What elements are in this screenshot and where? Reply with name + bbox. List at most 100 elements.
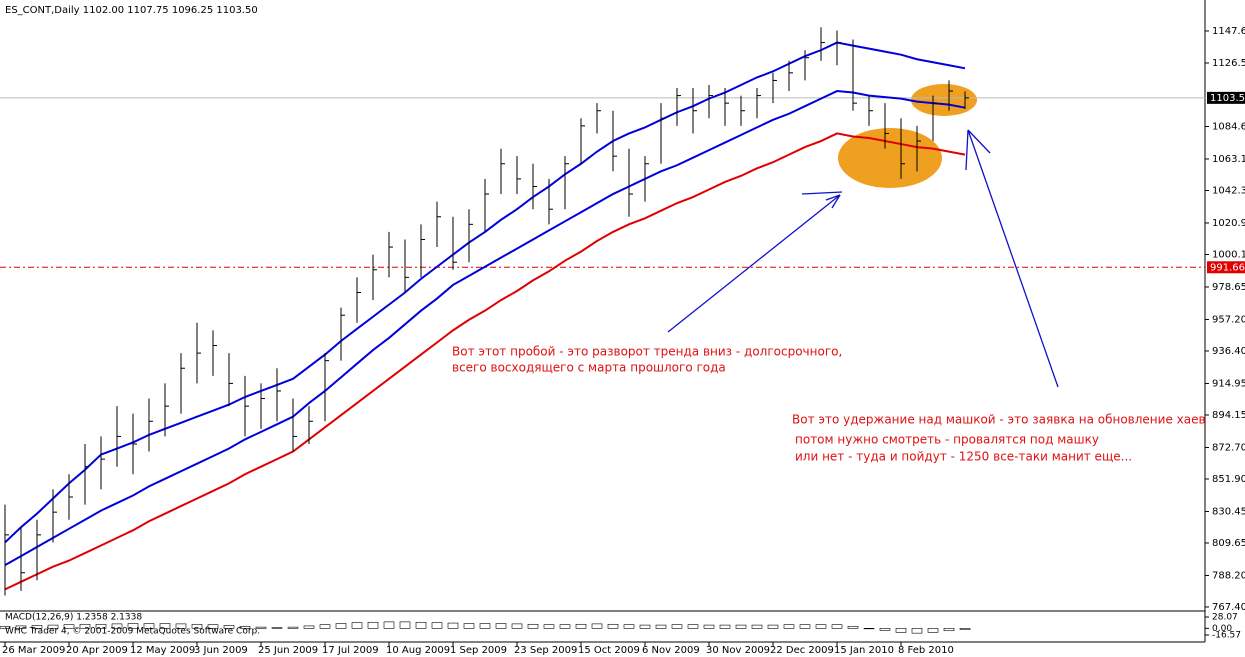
annotation: всего восходящего с марта прошлого года xyxy=(452,361,726,375)
macd-bar xyxy=(767,624,779,629)
macd-bar xyxy=(239,626,251,629)
macd-label: MACD(12,26,9) 1.2358 2.1338 xyxy=(5,613,142,623)
macd-bar xyxy=(591,623,603,629)
x-tick-label: 15 Jan 2010 xyxy=(834,645,894,656)
y-tick-label: 1126.50 xyxy=(1212,58,1245,69)
x-tick-label: 20 Apr 2009 xyxy=(66,645,128,656)
macd-bar xyxy=(943,628,955,632)
x-tick-label: 25 Jun 2009 xyxy=(258,645,318,656)
macd-tick-label: 0.00 xyxy=(1212,624,1232,634)
macd-bar xyxy=(223,625,235,629)
macd-bar xyxy=(479,623,491,629)
price-box xyxy=(1207,91,1245,104)
macd-bar xyxy=(447,622,459,629)
macd-bar xyxy=(815,624,827,629)
x-tick-label: 6 Nov 2009 xyxy=(642,645,700,656)
macd-bar xyxy=(495,623,507,629)
macd-tick-label: 28.07 xyxy=(1212,613,1238,623)
macd-bar xyxy=(175,623,187,629)
macd-bar xyxy=(527,623,539,629)
y-tick-label: 936.40 xyxy=(1212,346,1245,357)
x-tick-label: 8 Feb 2010 xyxy=(898,645,954,656)
macd-bar xyxy=(831,624,843,629)
y-tick-label: 1042.35 xyxy=(1212,185,1245,196)
macd-bar xyxy=(783,624,795,629)
x-tick-label: 3 Jun 2009 xyxy=(194,645,248,656)
macd-bar xyxy=(799,624,811,629)
y-tick-label: 914.95 xyxy=(1212,378,1245,389)
chart-header: ES_CONT,Daily 1102.00 1107.75 1096.25 11… xyxy=(5,5,258,16)
annotation: Вот этот пробой - это разворот тренда вн… xyxy=(452,345,842,359)
price-label: 1103.50 xyxy=(1210,93,1245,104)
highlight-ellipse xyxy=(911,84,977,116)
macd-bar xyxy=(671,624,683,629)
footer: WHC Trader 4, © 2001-2009 MetaQuotes Sof… xyxy=(5,627,260,637)
y-tick-label: 1020.90 xyxy=(1212,218,1245,229)
macd-bar xyxy=(191,623,203,629)
macd-bar xyxy=(367,621,379,629)
y-tick-label: 894.15 xyxy=(1212,410,1245,421)
macd-bar xyxy=(207,624,219,629)
macd-bar xyxy=(431,622,443,629)
moving-average xyxy=(4,132,966,591)
macd-bar xyxy=(847,626,859,629)
x-tick-label: 10 Aug 2009 xyxy=(386,645,450,656)
macd-bar xyxy=(95,623,107,629)
y-tick-label: 809.65 xyxy=(1212,538,1245,549)
macd-bar xyxy=(927,628,939,633)
macd-bar xyxy=(335,623,347,629)
y-tick-label: 1000.10 xyxy=(1212,249,1245,260)
x-tick-label: 23 Sep 2009 xyxy=(514,645,577,656)
macd-bar xyxy=(415,621,427,629)
macd-bar xyxy=(863,628,875,630)
x-tick-label: 26 Mar 2009 xyxy=(2,645,65,656)
y-tick-label: 767.40 xyxy=(1212,602,1245,613)
macd-bar xyxy=(159,623,171,629)
macd-bar xyxy=(879,628,891,631)
macd-bar xyxy=(543,624,555,629)
annotation: Вот это удержание над машкой - это заявк… xyxy=(792,413,1206,427)
macd-bar xyxy=(751,624,763,629)
macd-bar xyxy=(735,624,747,629)
macd-bar xyxy=(271,627,283,629)
y-tick-label: 851.90 xyxy=(1212,474,1245,485)
y-tick-label: 788.20 xyxy=(1212,570,1245,581)
macd-bar xyxy=(351,622,363,629)
annotation: потом нужно смотреть - провалятся под ма… xyxy=(795,433,1099,447)
macd-bar xyxy=(575,623,587,629)
macd-bar xyxy=(895,628,907,633)
x-tick-label: 22 Dec 2009 xyxy=(770,645,834,656)
macd-bar xyxy=(559,624,571,629)
macd-bar xyxy=(703,624,715,629)
macd-bar xyxy=(31,625,43,629)
macd-bar xyxy=(63,624,75,629)
macd-bar xyxy=(607,623,619,629)
y-tick-label: 1063.15 xyxy=(1212,154,1245,165)
annotation: или нет - туда и пойдут - 1250 все-таки … xyxy=(795,450,1132,464)
macd-bar xyxy=(47,624,59,629)
x-tick-label: 1 Sep 2009 xyxy=(450,645,507,656)
macd-bar xyxy=(687,624,699,629)
x-tick-label: 30 Nov 2009 xyxy=(706,645,770,656)
macd-bar xyxy=(383,621,395,629)
x-tick-label: 12 May 2009 xyxy=(130,645,195,656)
macd-bar xyxy=(623,624,635,629)
macd-bar xyxy=(319,624,331,629)
y-tick-label: 872.70 xyxy=(1212,442,1245,453)
y-tick-label: 957.20 xyxy=(1212,314,1245,325)
macd-bar xyxy=(0,626,11,629)
macd-bar xyxy=(79,623,91,629)
x-tick-label: 17 Jul 2009 xyxy=(322,645,379,656)
level-label: 991.66 xyxy=(1210,262,1245,273)
moving-average xyxy=(4,90,966,567)
macd-bar xyxy=(303,625,315,629)
macd-bar xyxy=(111,623,123,629)
y-tick-label: 830.45 xyxy=(1212,506,1245,517)
macd-bar xyxy=(127,623,139,629)
y-tick-label: 1084.60 xyxy=(1212,121,1245,132)
y-tick-label: 1147.65 xyxy=(1212,26,1245,37)
macd-bar xyxy=(959,628,971,630)
macd-bar xyxy=(399,621,411,629)
level-box xyxy=(1207,261,1245,274)
